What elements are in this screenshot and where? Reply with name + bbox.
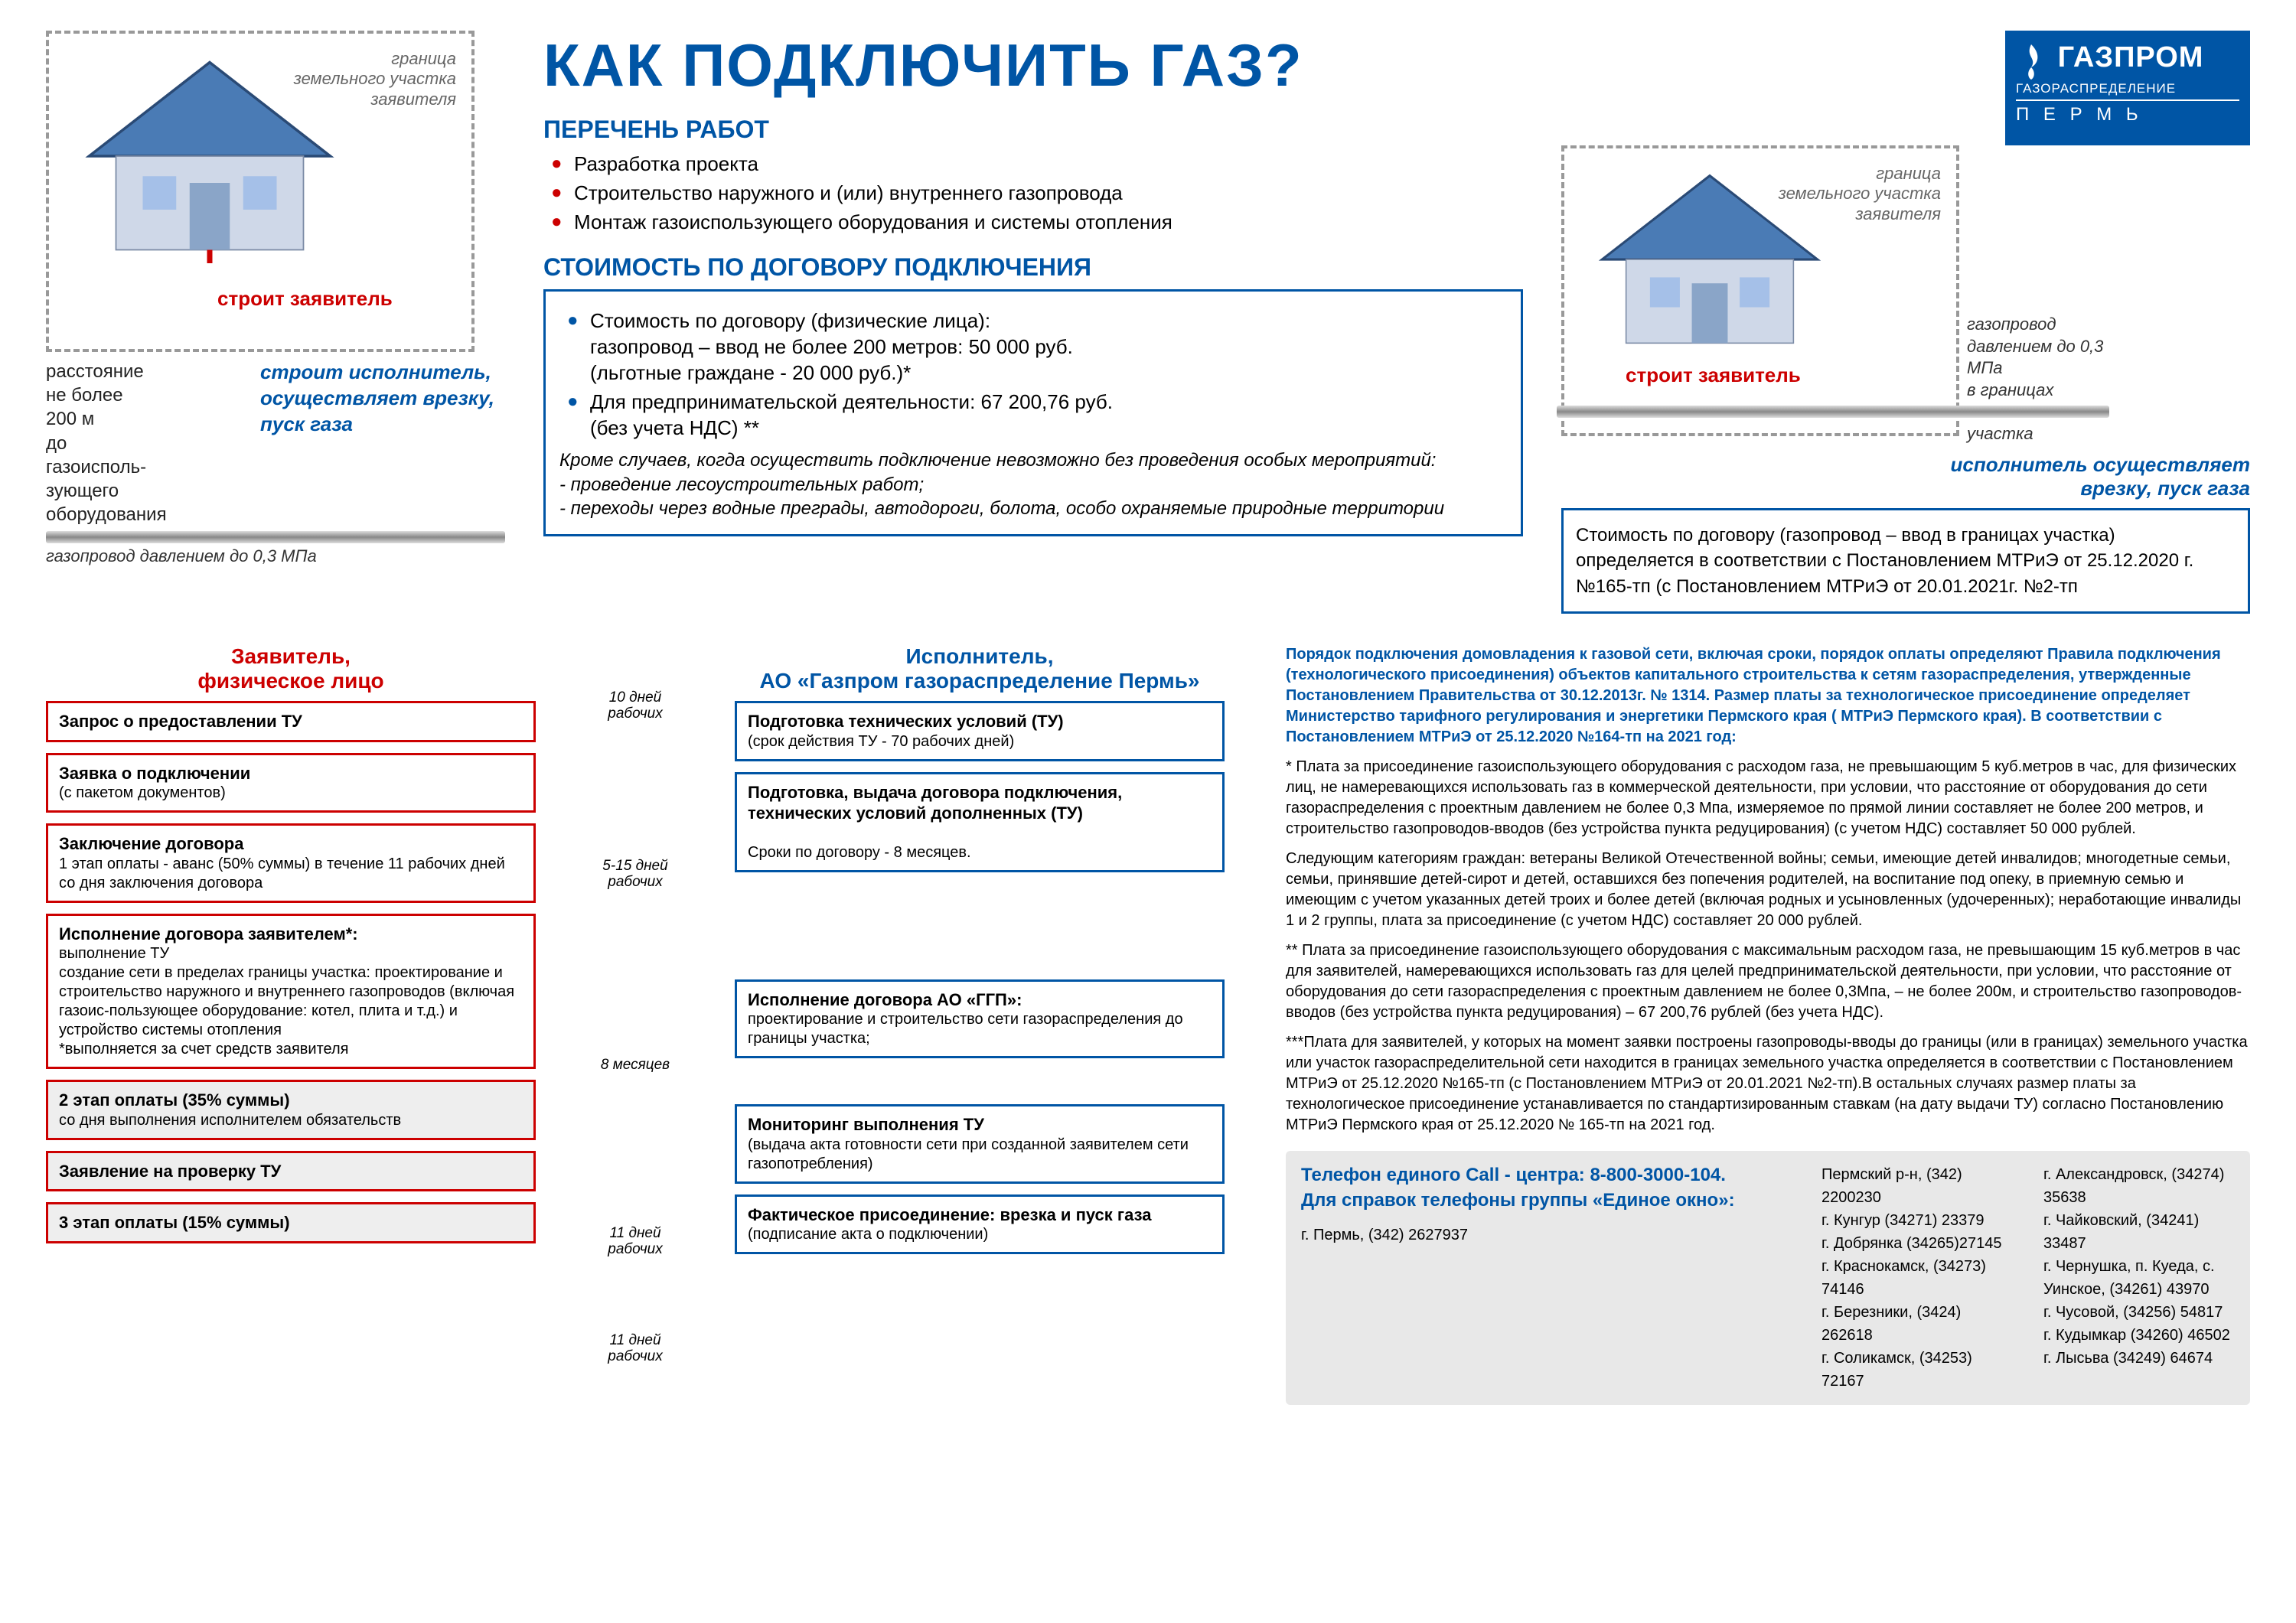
flow-box-red: Запрос о предоставлении ТУ bbox=[46, 701, 536, 742]
mid-label: 11 дней рабочих bbox=[582, 1226, 689, 1258]
call-center: Телефон единого Call - центра: 8-800-300… bbox=[1301, 1163, 1791, 1188]
cost-head: СТОИМОСТЬ ПО ДОГОВОРУ ПОДКЛЮЧЕНИЯ bbox=[543, 253, 1523, 282]
flow-box-red: Заключение договора1 этап оплаты - аванс… bbox=[46, 823, 536, 903]
right-cost-box: Стоимость по договору (газопровод – ввод… bbox=[1561, 508, 2250, 614]
build-label-r: строит заявитель bbox=[1626, 363, 1801, 387]
exec-text-r: исполнитель осуществляет врезку, пуск га… bbox=[1561, 453, 2250, 500]
work-item: Строительство наружного и (или) внутренн… bbox=[551, 181, 1523, 207]
flow-box-red: 3 этап оплаты (15% суммы) bbox=[46, 1202, 536, 1243]
works-list: Разработка проекта Строительство наружно… bbox=[543, 152, 1523, 235]
flow-box-blue: Мониторинг выполнения ТУ(выдача акта гот… bbox=[735, 1104, 1225, 1184]
flow-box-red: Исполнение договора заявителем*:выполнен… bbox=[46, 914, 536, 1070]
boundary-caption-r: граница земельного участка заявителя bbox=[1779, 164, 1941, 224]
flow-right-col: Исполнитель, АО «Газпром газораспределен… bbox=[735, 644, 1225, 1405]
center-column: КАК ПОДКЛЮЧИТЬ ГАЗ? ПЕРЕЧЕНЬ РАБОТ Разра… bbox=[528, 31, 1538, 614]
cost-box: Стоимость по договору (физические лица):… bbox=[543, 289, 1523, 536]
flow-box-blue: Исполнение договора АО «ГГП»:проектирова… bbox=[735, 979, 1225, 1059]
footer-col1: Пермский р-н, (342) 2200230 г. Кунгур (3… bbox=[1821, 1163, 2013, 1393]
top-area: граница земельного участка заявителя стр… bbox=[46, 31, 2250, 614]
flow-left-col: Заявитель, физическое лицо Запрос о пред… bbox=[46, 644, 536, 1405]
gazprom-logo: ГАЗПРОМ ГАЗОРАСПРЕДЕЛЕНИЕ П Е Р М Ь bbox=[2005, 31, 2250, 145]
logo-sub2: П Е Р М Ь bbox=[2016, 99, 2239, 125]
mid-label: 8 месяцев bbox=[582, 1058, 689, 1074]
legal-p2: * Плата за присоединение газоиспользующе… bbox=[1286, 757, 2250, 839]
mid-label: 10 дней рабочих bbox=[582, 690, 689, 722]
flow-box-red: 2 этап оплаты (35% суммы)со дня выполнен… bbox=[46, 1080, 536, 1140]
right-column: ГАЗПРОМ ГАЗОРАСПРЕДЕЛЕНИЕ П Е Р М Ь гран… bbox=[1561, 31, 2250, 614]
cost-item: Стоимость по договору (физические лица):… bbox=[567, 308, 1507, 386]
page-title: КАК ПОДКЛЮЧИТЬ ГАЗ? bbox=[543, 31, 1523, 100]
flow-box-red: Заявка о подключении(с пакетом документо… bbox=[46, 753, 536, 813]
pipe-bar bbox=[46, 531, 505, 543]
exec-text: строит исполнитель, осуществляет врезку,… bbox=[260, 360, 494, 526]
flow-left-head: Заявитель, физическое лицо bbox=[46, 644, 536, 693]
legal-text: Порядок подключения домовладения к газов… bbox=[1270, 644, 2250, 1405]
pipe-side-text: газопровод давлением до 0,3 МПа в границ… bbox=[1967, 145, 2120, 445]
right-house-box: граница земельного участка заявителя стр… bbox=[1561, 145, 1959, 436]
mid-label: 11 дней рабочих bbox=[582, 1333, 689, 1365]
flow-box-blue: Подготовка, выдача договора подключения,… bbox=[735, 772, 1225, 872]
flow-right-head: Исполнитель, АО «Газпром газораспределен… bbox=[735, 644, 1225, 693]
left-house-box: граница земельного участка заявителя стр… bbox=[46, 31, 475, 352]
pipe-bar-r bbox=[1557, 406, 2109, 418]
cost-item: Для предпринимательской деятельности: 67… bbox=[567, 389, 1507, 442]
legal-p3: Следующим категориям граждан: ветераны В… bbox=[1286, 849, 2250, 931]
info-phones: Для справок телефоны группы «Единое окно… bbox=[1301, 1188, 1791, 1213]
flow-box-blue: Фактическое присоединение: врезка и пуск… bbox=[735, 1194, 1225, 1255]
boundary-caption: граница земельного участка заявителя bbox=[294, 49, 456, 109]
flow-box-red: Заявление на проверку ТУ bbox=[46, 1151, 536, 1192]
flow-middle: 10 дней рабочих 5-15 дней рабочих 8 меся… bbox=[582, 644, 689, 1405]
footer-col2: г. Александровск, (34274) 35638 г. Чайко… bbox=[2043, 1163, 2235, 1393]
work-item: Разработка проекта bbox=[551, 152, 1523, 178]
build-label: строит заявитель bbox=[217, 287, 393, 311]
work-item: Монтаж газоиспользующего оборудования и … bbox=[551, 210, 1523, 236]
legal-p4: ** Плата за присоединение газоиспользующ… bbox=[1286, 940, 2250, 1023]
flow-area: Заявитель, физическое лицо Запрос о пред… bbox=[46, 644, 2250, 1405]
flow-box-blue: Подготовка технических условий (ТУ)(срок… bbox=[735, 701, 1225, 761]
right-house-area: граница земельного участка заявителя стр… bbox=[1561, 145, 2250, 445]
footer-contacts: Телефон единого Call - центра: 8-800-300… bbox=[1286, 1151, 2250, 1405]
distance-text: расстояние не более 200 м до газоисполь-… bbox=[46, 360, 245, 526]
flame-icon bbox=[2016, 43, 2047, 81]
works-head: ПЕРЕЧЕНЬ РАБОТ bbox=[543, 116, 1523, 144]
cost-note: Кроме случаев, когда осуществить подключ… bbox=[559, 448, 1507, 520]
left-under: расстояние не более 200 м до газоисполь-… bbox=[46, 360, 505, 526]
left-house-block: граница земельного участка заявителя стр… bbox=[46, 31, 505, 614]
pipe-caption: газопровод давлением до 0,3 МПа bbox=[46, 546, 505, 566]
legal-p5: ***Плата для заявителей, у которых на мо… bbox=[1286, 1032, 2250, 1136]
logo-sub1: ГАЗОРАСПРЕДЕЛЕНИЕ bbox=[2016, 81, 2239, 96]
legal-p1: Порядок подключения домовладения к газов… bbox=[1286, 646, 2221, 745]
mid-label: 5-15 дней рабочих bbox=[582, 859, 689, 891]
perm-phone: г. Пермь, (342) 2627937 bbox=[1301, 1225, 1791, 1246]
logo-main: ГАЗПРОМ bbox=[2058, 41, 2204, 73]
